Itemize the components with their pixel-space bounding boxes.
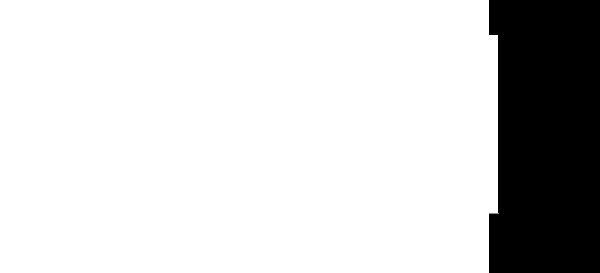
Text: 33.0%: 33.0% (91, 100, 132, 113)
Text: 48.0%: 48.0% (124, 56, 164, 69)
Text: 39.5%: 39.5% (433, 81, 473, 94)
Text: 39.5%: 39.5% (245, 81, 287, 94)
Bar (250, 96, 283, 213)
Bar (437, 96, 469, 213)
Bar (372, 93, 404, 213)
Text: 40.5%: 40.5% (368, 78, 409, 91)
Bar (95, 115, 128, 213)
Bar (63, 121, 95, 213)
Text: 36.3%: 36.3% (400, 90, 441, 103)
Text: 31.0%: 31.0% (278, 106, 319, 119)
Bar (128, 71, 160, 213)
Bar (283, 121, 315, 213)
Bar (217, 65, 250, 213)
Text: 50.0%: 50.0% (213, 50, 254, 63)
Bar (404, 106, 437, 213)
Text: 31.0%: 31.0% (59, 106, 100, 119)
